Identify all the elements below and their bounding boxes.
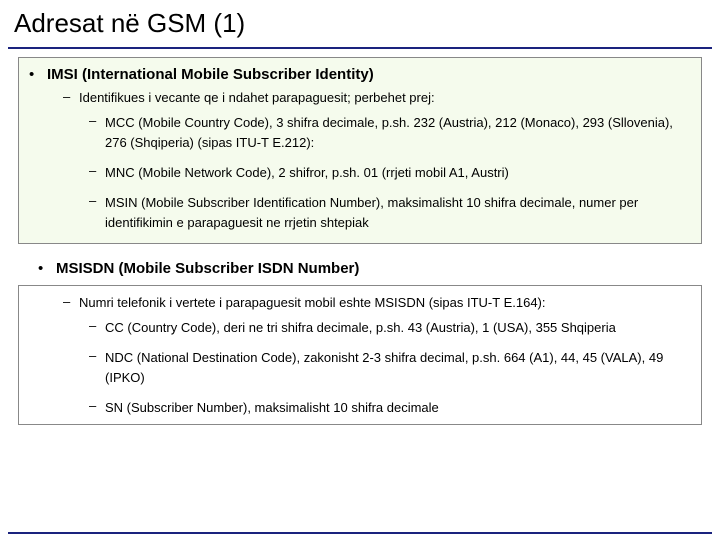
msisdn-sub: Numri telefonik i vertete i parapaguesit… bbox=[79, 294, 546, 312]
content-area: • IMSI (International Mobile Subscriber … bbox=[0, 49, 720, 425]
msisdn-item: SN (Subscriber Number), maksimalisht 10 … bbox=[105, 398, 439, 418]
imsi-item-row: – MSIN (Mobile Subscriber Identification… bbox=[89, 193, 693, 233]
dash-icon: – bbox=[63, 89, 79, 104]
imsi-item: MCC (Mobile Country Code), 3 shifra deci… bbox=[105, 113, 693, 153]
msisdn-box: – Numri telefonik i vertete i parapagues… bbox=[18, 285, 702, 425]
imsi-item-row: – MNC (Mobile Network Code), 2 shifror, … bbox=[89, 163, 693, 183]
msisdn-heading: MSISDN (Mobile Subscriber ISDN Number) bbox=[56, 260, 359, 277]
bullet-icon: • bbox=[29, 66, 47, 83]
title-area: Adresat në GSM (1) bbox=[0, 0, 720, 43]
msisdn-item: CC (Country Code), deri ne tri shifra de… bbox=[105, 318, 616, 338]
dash-icon: – bbox=[89, 348, 105, 363]
bullet-icon: • bbox=[38, 260, 56, 277]
imsi-item-row: – MCC (Mobile Country Code), 3 shifra de… bbox=[89, 113, 693, 153]
msisdn-item-row: – SN (Subscriber Number), maksimalisht 1… bbox=[89, 398, 693, 418]
slide-title: Adresat në GSM (1) bbox=[14, 8, 706, 39]
msisdn-item-row: – NDC (National Destination Code), zakon… bbox=[89, 348, 693, 388]
imsi-item: MSIN (Mobile Subscriber Identification N… bbox=[105, 193, 693, 233]
dash-icon: – bbox=[63, 294, 79, 309]
msisdn-sub-row: – Numri telefonik i vertete i parapagues… bbox=[63, 294, 693, 312]
dash-icon: – bbox=[89, 318, 105, 333]
imsi-heading: IMSI (International Mobile Subscriber Id… bbox=[47, 66, 374, 83]
msisdn-item: NDC (National Destination Code), zakonis… bbox=[105, 348, 693, 388]
dash-icon: – bbox=[89, 113, 105, 128]
msisdn-heading-row: • MSISDN (Mobile Subscriber ISDN Number) bbox=[38, 260, 702, 277]
dash-icon: – bbox=[89, 398, 105, 413]
dash-icon: – bbox=[89, 163, 105, 178]
imsi-sub-row: – Identifikues i vecante qe i ndahet par… bbox=[63, 89, 693, 107]
imsi-sub: Identifikues i vecante qe i ndahet parap… bbox=[79, 89, 435, 107]
footer-rule bbox=[8, 532, 712, 534]
imsi-heading-row: • IMSI (International Mobile Subscriber … bbox=[29, 66, 693, 83]
imsi-box: • IMSI (International Mobile Subscriber … bbox=[18, 57, 702, 244]
msisdn-item-row: – CC (Country Code), deri ne tri shifra … bbox=[89, 318, 693, 338]
imsi-item: MNC (Mobile Network Code), 2 shifror, p.… bbox=[105, 163, 509, 183]
dash-icon: – bbox=[89, 193, 105, 208]
